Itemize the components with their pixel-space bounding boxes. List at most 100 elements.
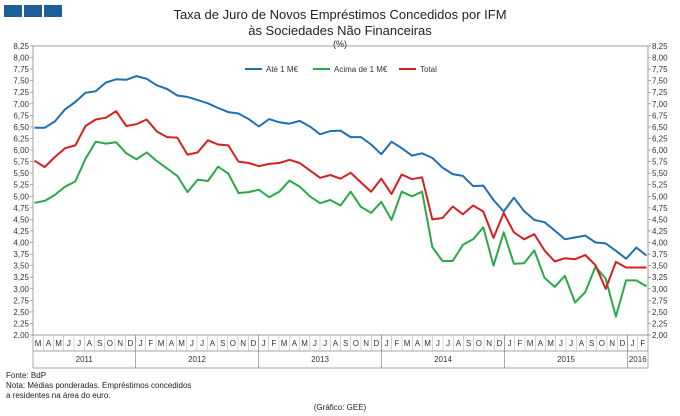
y-tick-label-left: 3,25 [13,273,29,282]
y-tick-label-right: 6,75 [652,111,668,120]
x-month-label: D [619,339,625,348]
x-month-label: F [517,339,522,348]
y-tick-label-left: 6,75 [13,111,29,120]
y-tick-label-right: 6,00 [652,146,668,155]
y-tick-label-left: 2,50 [13,308,29,317]
x-month-label: J [313,339,317,348]
x-month-label: J [200,339,204,348]
x-month-label: A [538,339,544,348]
y-tick-label-left: 2,00 [13,331,29,340]
chart-title-line1: Taxa de Juro de Novos Empréstimos Conced… [173,7,507,22]
y-tick-label-right: 8,25 [652,42,668,51]
x-month-label: S [97,339,102,348]
y-tick-label-left: 5,00 [13,192,29,201]
x-month-label: O [476,339,482,348]
x-month-label: A [415,339,421,348]
series-line-1 [34,75,648,260]
x-month-label: J [385,339,389,348]
x-month-label: S [343,339,348,348]
footer-note-line1: Nota: Médias ponderadas. Empréstimos con… [6,381,192,390]
x-month-label: M [158,339,165,348]
x-month-label: F [640,339,645,348]
bdp-logo [4,5,62,17]
y-tick-label-right: 2,75 [652,296,668,305]
x-month-label: J [508,339,512,348]
x-month-label: S [589,339,594,348]
logo-block [24,5,42,17]
x-month-label: O [107,339,113,348]
y-tick-label-right: 5,75 [652,158,668,167]
y-tick-label-right: 6,25 [652,134,668,143]
x-month-label: A [333,339,339,348]
y-tick-label-right: 5,00 [652,192,668,201]
y-tick-label-left: 7,00 [13,100,29,109]
x-month-label: O [599,339,605,348]
y-tick-label-left: 8,00 [13,54,29,63]
y-tick-label-right: 7,50 [652,77,668,86]
x-month-label: A [169,339,175,348]
x-month-label: J [569,339,573,348]
x-month-label: D [127,339,133,348]
y-tick-label-right: 7,75 [652,65,668,74]
x-month-label: M [424,339,431,348]
x-month-label: D [250,339,256,348]
x-month-label: O [353,339,359,348]
y-tick-label-left: 7,25 [13,88,29,97]
series-line-3 [33,110,647,290]
x-month-label: N [486,339,492,348]
y-tick-label-right: 5,25 [652,181,668,190]
y-tick-label-right: 3,00 [652,285,668,294]
y-tick-label-right: 2,25 [652,319,668,328]
footer-note-line2: a residentes na área do euro. [6,391,111,400]
x-month-label: M [281,339,288,348]
y-tick-label-left: 7,50 [13,77,29,86]
x-month-label: A [456,339,462,348]
y-tick-label-left: 2,25 [13,319,29,328]
x-year-label: 2012 [188,355,206,364]
y-tick-label-left: 4,00 [13,239,29,248]
x-month-label: M [55,339,62,348]
x-month-label: M [178,339,185,348]
y-tick-label-right: 4,25 [652,227,668,236]
y-tick-label-right: 4,75 [652,204,668,213]
y-tick-label-right: 3,25 [652,273,668,282]
legend-label: Até 1 M€ [266,65,299,74]
chart-title-line2: às Sociedades Não Financeiras [248,23,432,38]
logo-block [44,5,62,17]
x-month-label: D [373,339,379,348]
y-tick-label-right: 8,00 [652,54,668,63]
y-tick-label-right: 2,50 [652,308,668,317]
x-month-label: N [240,339,246,348]
y-tick-label-left: 4,25 [13,227,29,236]
y-tick-label-left: 8,25 [13,42,29,51]
x-month-label: J [631,339,635,348]
x-month-label: J [262,339,266,348]
footer-credit: (Gráfico: GEE) [313,403,367,412]
y-tick-label-left: 5,75 [13,158,29,167]
x-month-label: M [404,339,411,348]
x-year-label: 2011 [76,355,94,364]
x-year-label: 2014 [434,355,452,364]
x-year-label: 2013 [311,355,329,364]
x-month-label: M [547,339,554,348]
x-month-label: O [230,339,236,348]
x-month-label: J [436,339,440,348]
x-month-label: A [87,339,93,348]
y-tick-label-left: 4,50 [13,215,29,224]
legend-label: Total [420,65,437,74]
x-month-label: S [466,339,471,348]
series-line-2 [34,140,648,318]
x-month-label: J [559,339,563,348]
footer-source: Fonte: BdP [6,371,47,380]
x-month-label: F [271,339,276,348]
x-month-label: A [292,339,298,348]
x-month-label: J [139,339,143,348]
x-month-label: D [496,339,502,348]
y-tick-label-right: 4,00 [652,239,668,248]
logo-block [4,5,22,17]
y-tick-label-right: 5,50 [652,169,668,178]
x-month-label: J [446,339,450,348]
x-month-label: J [323,339,327,348]
legend-label: Acima de 1 M€ [334,65,388,74]
